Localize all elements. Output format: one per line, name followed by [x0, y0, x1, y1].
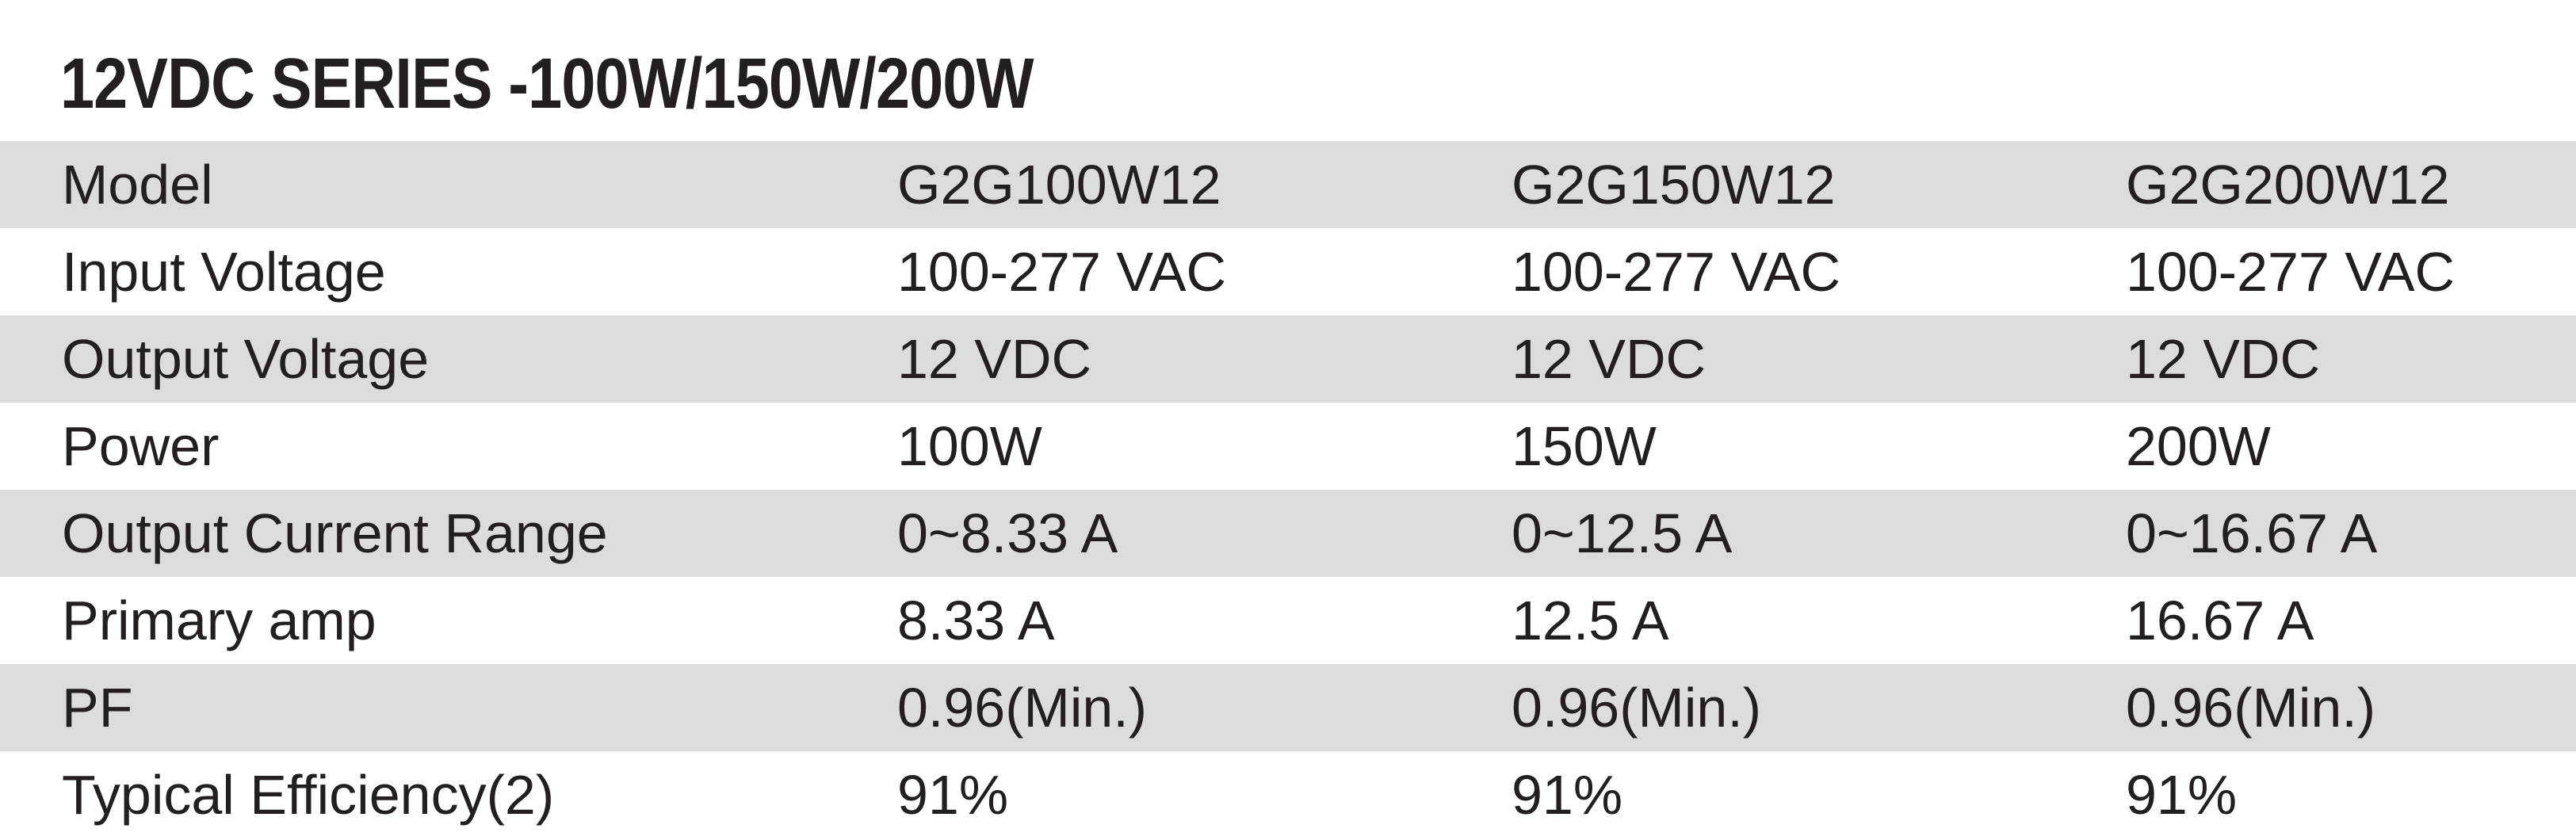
- cell-value: 0~12.5 A: [1512, 490, 1732, 577]
- row-label: PF: [62, 664, 132, 751]
- cell-value: 100-277 VAC: [1512, 228, 1840, 315]
- table-row-typical-efficiency: Typical Efficiency(2) 91% 91% 91%: [0, 751, 2576, 838]
- row-label: Power: [62, 403, 219, 490]
- cell-value: 100W: [897, 403, 1042, 490]
- table-row-model: Model G2G100W12 G2G150W12 G2G200W12: [0, 141, 2576, 228]
- cell-value: 100-277 VAC: [2126, 228, 2455, 315]
- cell-value: 0.96(Min.): [897, 664, 1147, 751]
- spec-table: Model G2G100W12 G2G150W12 G2G200W12 Inpu…: [0, 141, 2576, 838]
- table-row-input-voltage: Input Voltage 100-277 VAC 100-277 VAC 10…: [0, 228, 2576, 315]
- cell-value: 150W: [1512, 403, 1657, 490]
- cell-value: 91%: [1512, 751, 1622, 838]
- page-title: 12VDC SERIES -100W/150W/200W: [60, 36, 1034, 132]
- row-label: Output Current Range: [62, 490, 608, 577]
- cell-value: G2G200W12: [2126, 141, 2450, 228]
- row-label: Primary amp: [62, 577, 376, 664]
- row-label: Output Voltage: [62, 315, 429, 403]
- cell-value: 12.5 A: [1512, 577, 1669, 664]
- cell-value: 16.67 A: [2126, 577, 2314, 664]
- cell-value: 0.96(Min.): [1512, 664, 1761, 751]
- table-row-primary-amp: Primary amp 8.33 A 12.5 A 16.67 A: [0, 577, 2576, 664]
- table-row-power: Power 100W 150W 200W: [0, 403, 2576, 490]
- cell-value: 0~16.67 A: [2126, 490, 2377, 577]
- cell-value: 12 VDC: [897, 315, 1091, 403]
- cell-value: 100-277 VAC: [897, 228, 1226, 315]
- row-label: Typical Efficiency(2): [62, 751, 554, 838]
- row-label: Model: [62, 141, 213, 228]
- table-row-output-voltage: Output Voltage 12 VDC 12 VDC 12 VDC: [0, 315, 2576, 403]
- table-row-pf: PF 0.96(Min.) 0.96(Min.) 0.96(Min.): [0, 664, 2576, 751]
- cell-value: 8.33 A: [897, 577, 1055, 664]
- cell-value: G2G100W12: [897, 141, 1221, 228]
- cell-value: 12 VDC: [1512, 315, 1706, 403]
- table-row-output-current-range: Output Current Range 0~8.33 A 0~12.5 A 0…: [0, 490, 2576, 577]
- cell-value: G2G150W12: [1512, 141, 1836, 228]
- cell-value: 91%: [897, 751, 1008, 838]
- row-label: Input Voltage: [62, 228, 386, 315]
- cell-value: 0~8.33 A: [897, 490, 1118, 577]
- cell-value: 0.96(Min.): [2126, 664, 2375, 751]
- cell-value: 200W: [2126, 403, 2271, 490]
- cell-value: 91%: [2126, 751, 2237, 838]
- cell-value: 12 VDC: [2126, 315, 2320, 403]
